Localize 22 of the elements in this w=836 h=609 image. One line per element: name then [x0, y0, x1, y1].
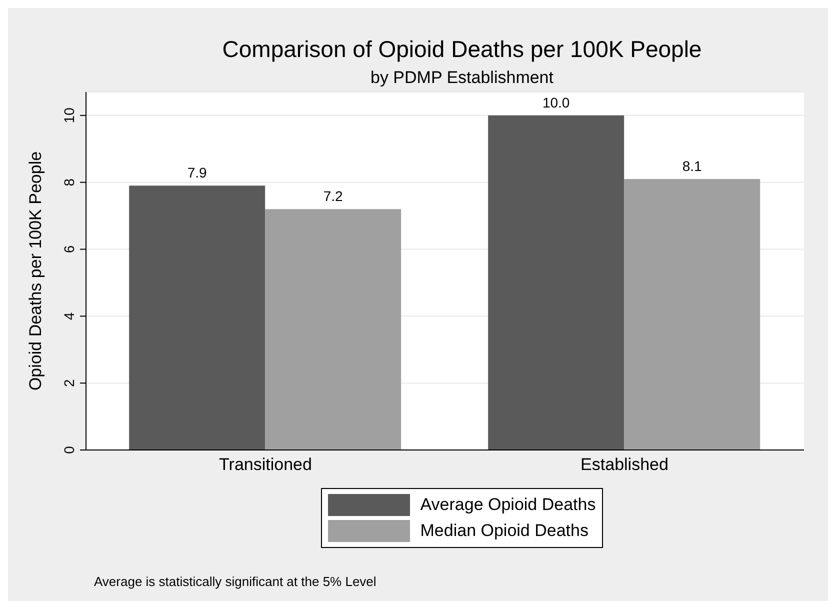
text: Average is statistically significant at the 5% Level [94, 574, 376, 589]
legend-label: Average Opioid Deaths [420, 495, 596, 515]
data-label: 7.2 [323, 188, 344, 204]
x-tick-label: Established [580, 455, 668, 474]
y-tick-label: 6 [61, 245, 77, 254]
bar [129, 186, 266, 450]
data-label: 7.9 [187, 164, 208, 181]
y-tick-label: 2 [61, 378, 77, 387]
data-label: 8.1 [682, 158, 702, 174]
y-tick-label: 10 [61, 107, 77, 124]
bar [624, 178, 760, 450]
bar [488, 115, 624, 450]
chart-title: Comparison of Opioid Deaths per 100K People [221, 36, 703, 63]
legend-label: Median Opioid Deaths [420, 521, 588, 541]
y-tick-label: 8 [61, 178, 77, 186]
data-label: 10.0 [542, 94, 570, 110]
y-tick-label: 4 [61, 312, 77, 320]
chart-subtitle: by PDMP Establishment [370, 68, 554, 88]
x-tick-label: Transitioned [219, 455, 312, 474]
bar [265, 209, 402, 450]
y-tick-label: 0 [61, 446, 77, 454]
y-axis-title: Opioid Deaths per 100K People [26, 151, 46, 391]
